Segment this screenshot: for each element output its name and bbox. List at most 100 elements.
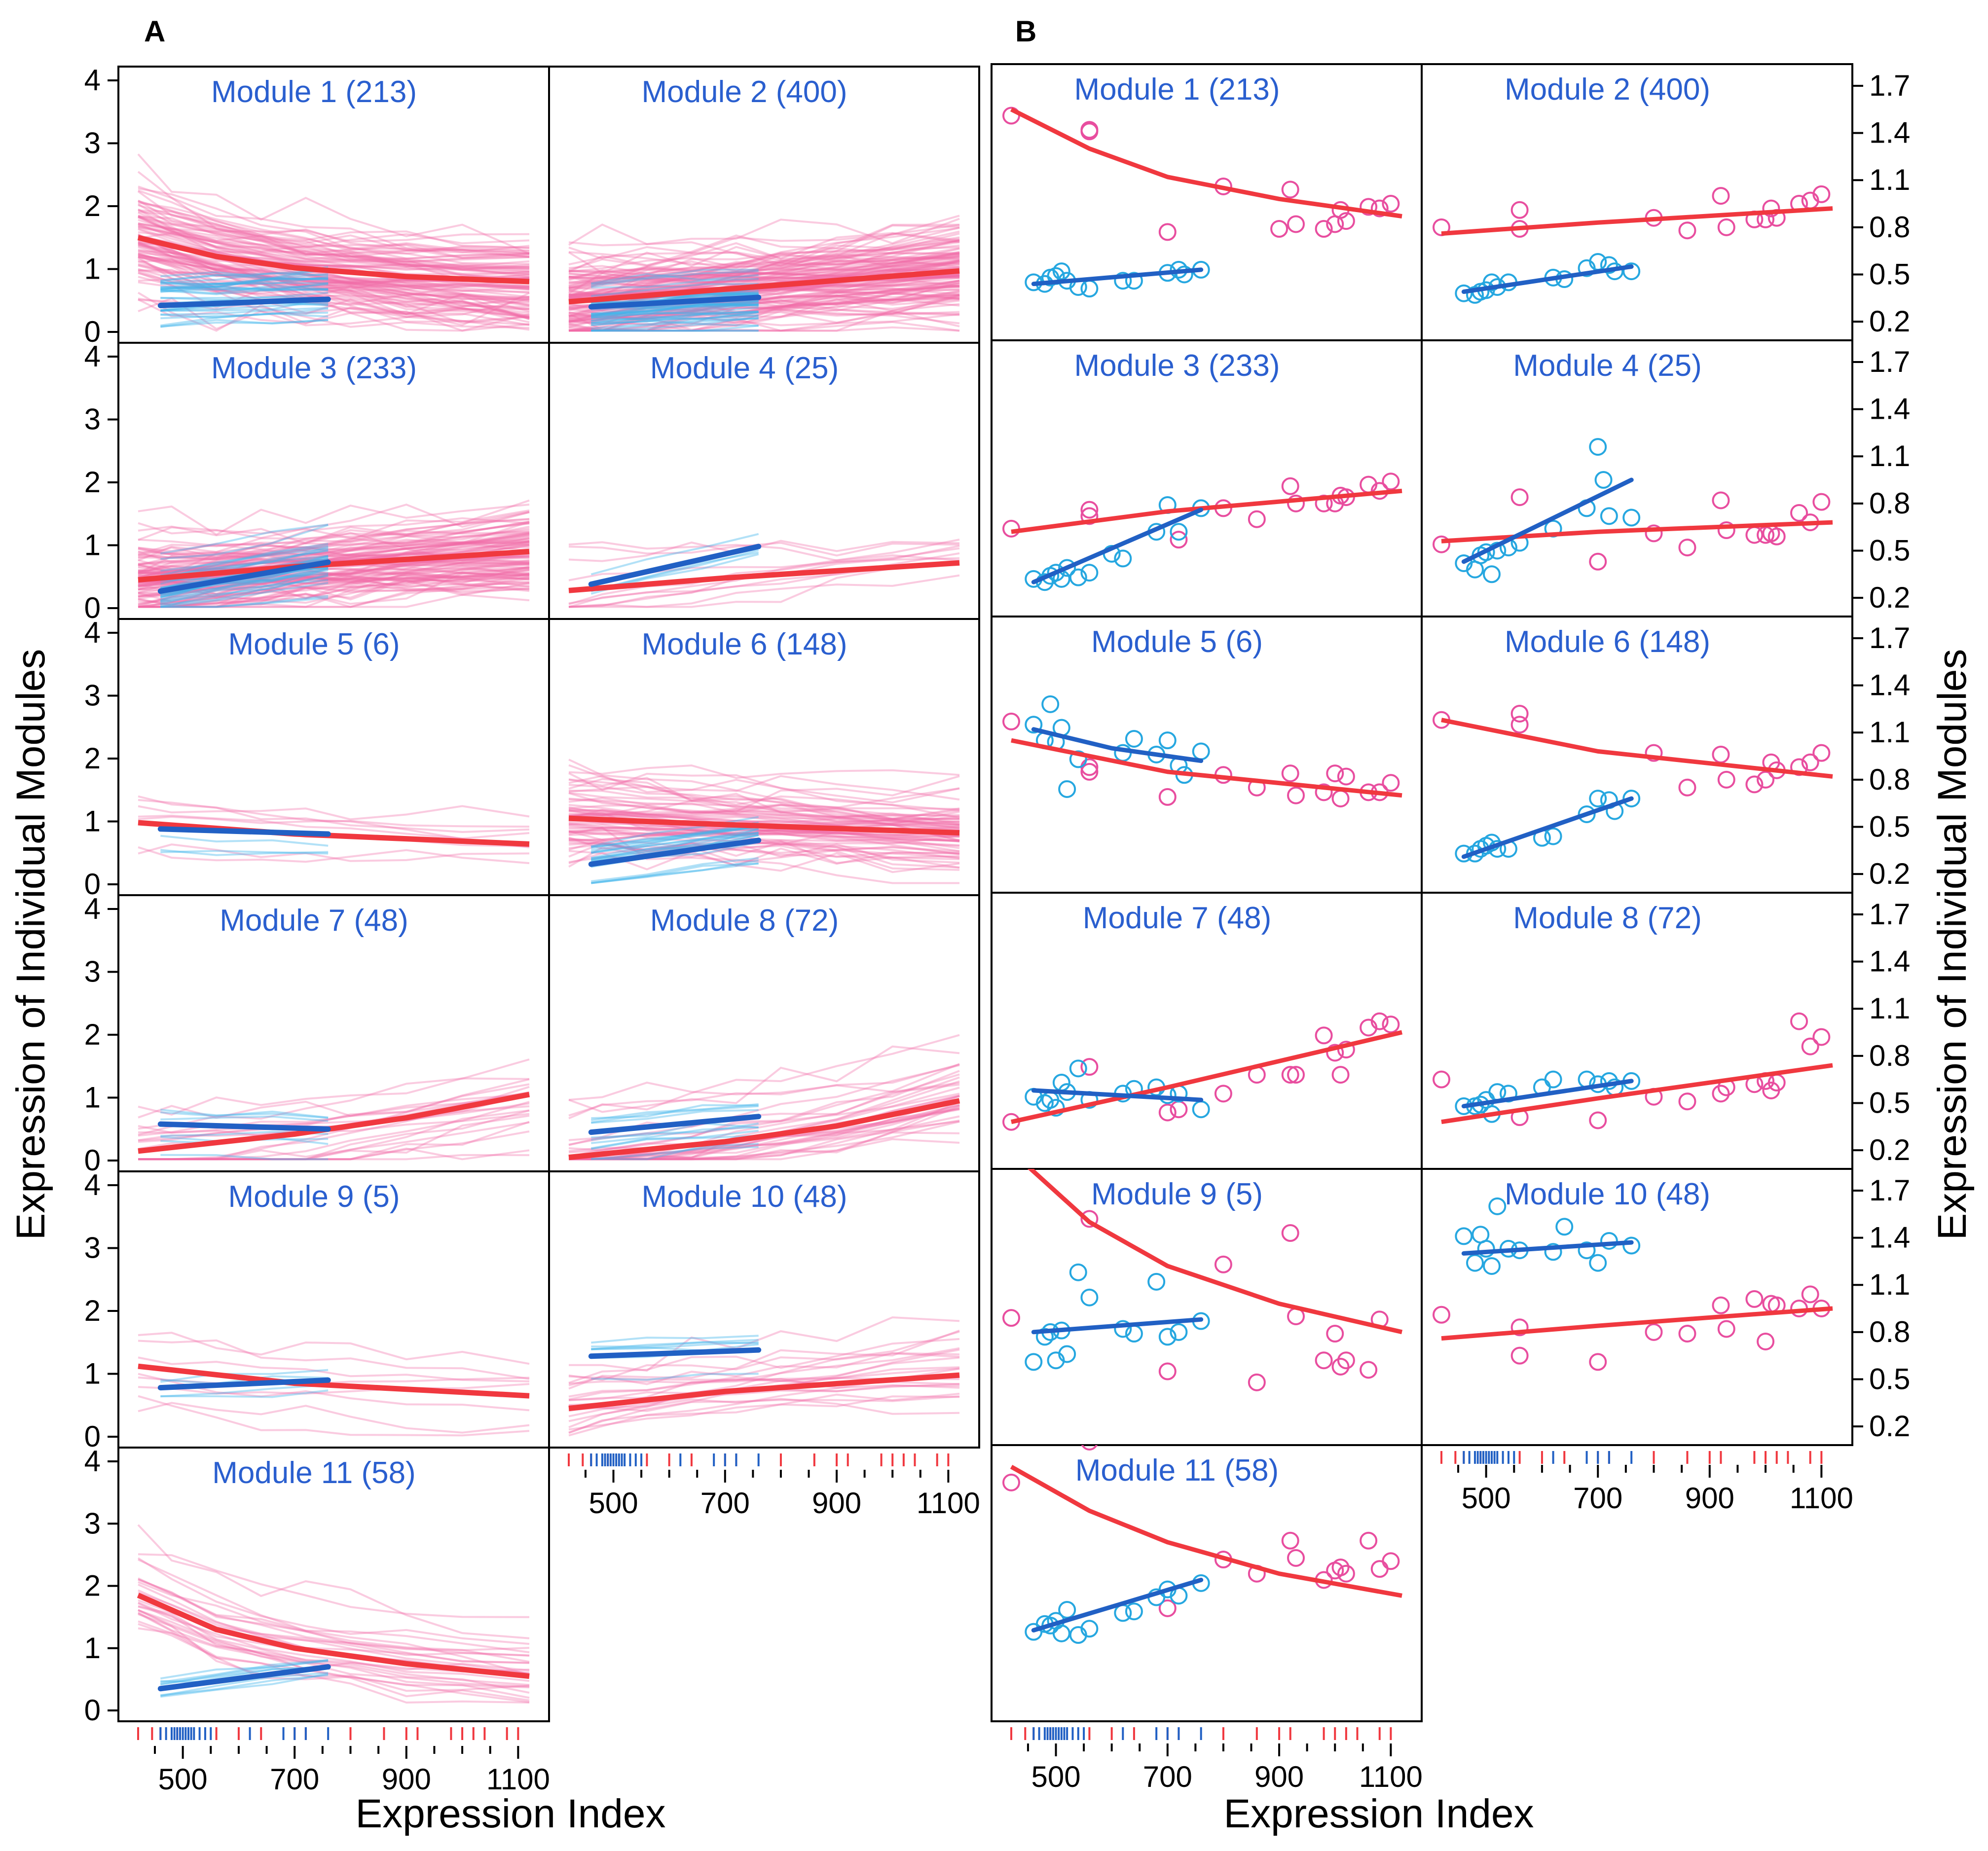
- blue-gene-line: [590, 821, 759, 850]
- pink-gene-line: [137, 1557, 530, 1645]
- y-axis-title-b: Expression of Individual Modules: [1930, 649, 1975, 1240]
- cyan-point: [1488, 1083, 1507, 1101]
- pink-point: [1801, 1037, 1819, 1055]
- panel-a-y-tick-label: 3: [84, 127, 101, 160]
- module-title: Module 6 (148): [641, 627, 847, 661]
- blue-fit-line: [157, 1121, 331, 1132]
- blue-gene-line: [160, 1109, 329, 1119]
- pink-gene-line: [568, 255, 960, 290]
- red-fit-line: [568, 1372, 960, 1412]
- pink-gene-line: [569, 271, 960, 332]
- blue-gene-line: [160, 308, 329, 320]
- blue-gene-line: [591, 302, 759, 319]
- pink-gene-line: [568, 826, 960, 842]
- pink-gene-line: [138, 209, 530, 259]
- pink-point: [1158, 223, 1177, 241]
- pink-gene-line: [568, 266, 960, 296]
- pink-gene-line: [568, 1398, 960, 1415]
- panel-b-content: [1002, 695, 1402, 808]
- pink-gene-line: [138, 814, 530, 840]
- pink-gene-line: [568, 310, 960, 332]
- pink-gene-line: [138, 558, 530, 571]
- cyan-point: [1482, 1257, 1501, 1275]
- pink-gene-line: [568, 552, 960, 608]
- blue-gene-line: [160, 579, 329, 608]
- cyan-point: [1600, 256, 1618, 274]
- pink-gene-line: [138, 1583, 530, 1675]
- pink-gene-line: [569, 1105, 960, 1161]
- cyan-point: [1025, 1353, 1043, 1371]
- pink-gene-line: [138, 525, 530, 549]
- pink-gene-line: [568, 786, 960, 819]
- pink-gene-line: [138, 521, 530, 608]
- pink-gene-line: [569, 1104, 960, 1161]
- pink-gene-line: [138, 574, 530, 586]
- pink-gene-line: [568, 284, 960, 323]
- pink-gene-line: [137, 190, 530, 252]
- blue-gene-line: [160, 569, 329, 602]
- pink-gene-line: [137, 199, 530, 268]
- pink-gene-line: [568, 252, 960, 278]
- pink-gene-line: [568, 790, 960, 826]
- cyan-point: [1114, 272, 1132, 290]
- pink-gene-line: [568, 218, 960, 246]
- blue-gene-line: [160, 1659, 329, 1683]
- pink-gene-line: [568, 809, 960, 869]
- panel-a-left-x-tick-label: 700: [270, 1763, 319, 1796]
- cyan-point: [1047, 564, 1065, 582]
- pink-point: [1678, 539, 1696, 557]
- blue-gene-line: [591, 1103, 759, 1122]
- blue-gene-line: [591, 1373, 759, 1381]
- pink-gene-line: [568, 239, 960, 300]
- pink-point: [1002, 1473, 1020, 1491]
- pink-gene-line: [568, 282, 960, 323]
- pink-gene-line: [138, 503, 530, 541]
- pink-gene-line: [138, 535, 530, 563]
- pink-point: [1433, 535, 1450, 553]
- pink-gene-line: [138, 227, 530, 298]
- pink-gene-line: [138, 553, 530, 576]
- blue-gene-line: [591, 325, 759, 332]
- module-title: Module 4 (25): [650, 351, 839, 385]
- pink-gene-line: [568, 275, 960, 299]
- panel-b-x-axis-right: 500 700 900 1100: [1440, 1451, 1853, 1515]
- blue-fit-line: [1031, 1577, 1204, 1633]
- pink-gene-line: [568, 784, 960, 829]
- blue-fit-line: [1031, 727, 1204, 763]
- pink-gene-line: [138, 529, 530, 579]
- pink-gene-line: [138, 226, 530, 258]
- pink-gene-line: [138, 252, 530, 290]
- pink-gene-line: [568, 241, 960, 264]
- pink-gene-line: [138, 805, 530, 821]
- pink-gene-line: [568, 1375, 960, 1389]
- pink-gene-line: [138, 569, 530, 608]
- blue-gene-line: [160, 285, 329, 294]
- cyan-point: [1594, 471, 1613, 489]
- pink-point: [1510, 488, 1529, 507]
- pink-gene-line: [138, 254, 530, 298]
- panel-a-y-tick-label: 2: [84, 1569, 101, 1602]
- blue-gene-line: [160, 574, 329, 603]
- pink-gene-line: [138, 241, 530, 319]
- pink-gene-line: [568, 282, 960, 315]
- panel-a-content: [568, 1034, 960, 1161]
- pink-gene-line: [138, 568, 530, 590]
- pink-point: [1281, 1531, 1299, 1550]
- pink-gene-line: [568, 809, 960, 820]
- pink-gene-line: [568, 291, 960, 320]
- panel-b-module-6: Module 6 (148) 0.2 0.5 0.8 1.1 1.4 1.7: [1421, 616, 1910, 894]
- pink-gene-line: [138, 1383, 530, 1395]
- panel-b-module-4: Module 4 (25) 0.2 0.5 0.8 1.1 1.4 1.7: [1421, 339, 1910, 617]
- panel-b-y-tick-label: 0.8: [1869, 1315, 1910, 1348]
- pink-gene-line: [138, 248, 530, 301]
- blue-fit-line: [1461, 264, 1634, 294]
- blue-gene-line: [591, 306, 759, 317]
- pink-point: [1712, 1085, 1730, 1103]
- pink-gene-line: [568, 239, 960, 286]
- blue-fit-line: [1031, 267, 1204, 287]
- pink-gene-line: [568, 1082, 960, 1101]
- pink-gene-line: [568, 285, 960, 297]
- cyan-point: [1589, 438, 1607, 456]
- pink-gene-line: [569, 1121, 960, 1161]
- pink-gene-line: [138, 1339, 530, 1380]
